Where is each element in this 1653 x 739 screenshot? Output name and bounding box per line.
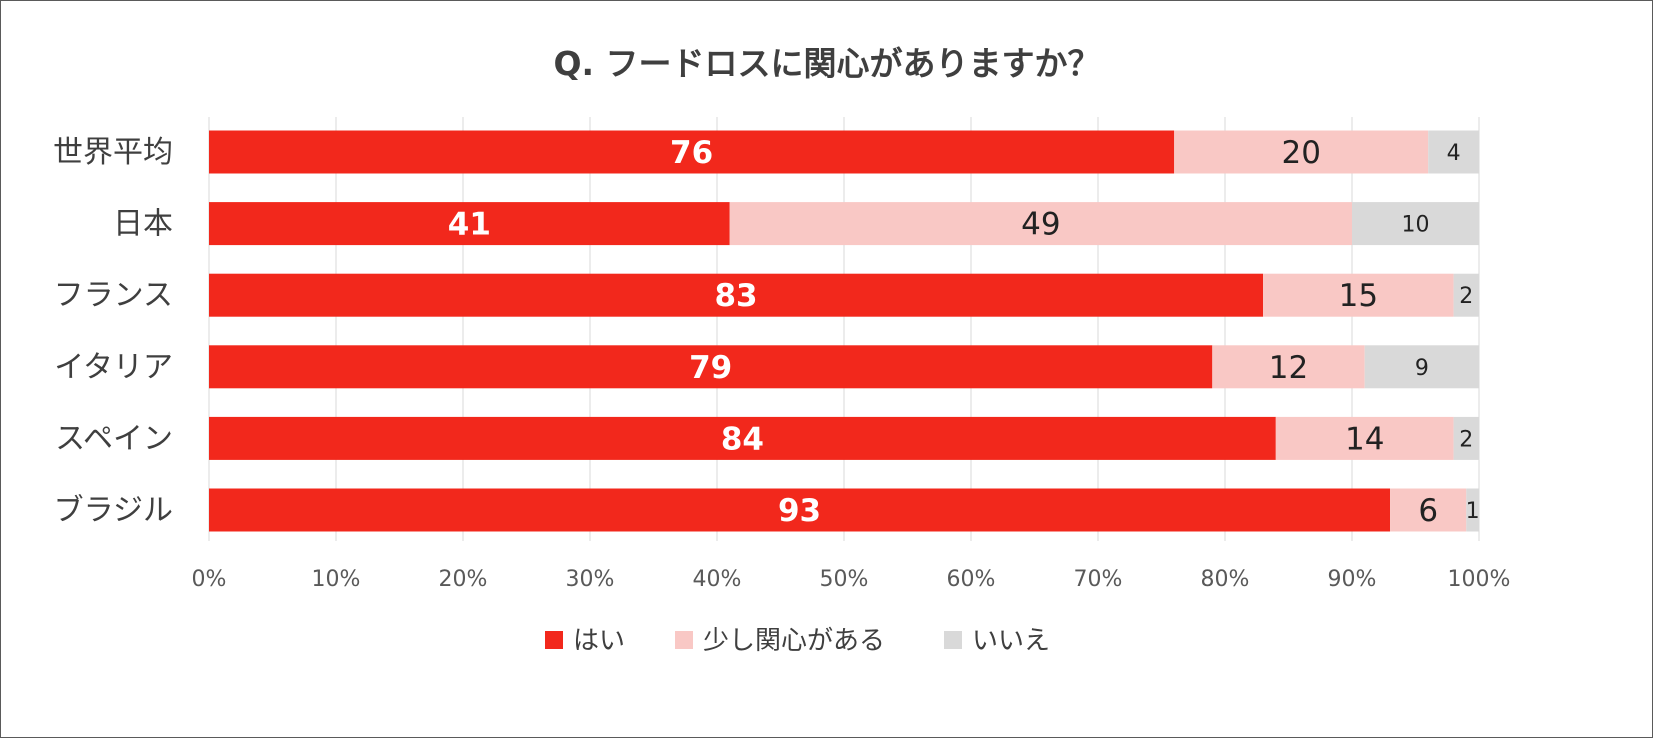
data-label: 6 [1418, 493, 1438, 529]
legend-swatch [545, 631, 563, 649]
bar-segment [209, 202, 730, 246]
bar-segment [1428, 130, 1479, 174]
data-label: 10 [1402, 213, 1430, 238]
category-label: 日本 [113, 207, 173, 242]
legend-label: いいえ [972, 626, 1050, 656]
bars: 76 20 4 41 49 10 83 15 2 79 12 9 84 14 2 93 6 1 [209, 130, 1480, 532]
legend-swatch [675, 631, 693, 649]
data-label: 20 [1281, 135, 1320, 171]
data-label: 93 [778, 493, 821, 529]
data-label: 4 [1447, 141, 1461, 166]
x-tick-label: 70% [1074, 567, 1123, 592]
bar-segment [1352, 202, 1479, 246]
x-tick-label: 0% [192, 567, 227, 592]
category-label: イタリア [54, 350, 173, 385]
data-label: 2 [1459, 427, 1473, 452]
x-tick-label: 40% [693, 567, 742, 592]
bar-segment [1466, 488, 1479, 532]
bar-segment [209, 273, 1264, 317]
legend-swatch [944, 631, 962, 649]
bar-segment [1174, 130, 1429, 174]
data-label: 12 [1269, 350, 1308, 386]
x-tick-label: 10% [312, 567, 361, 592]
x-tick-label: 60% [947, 567, 996, 592]
legend-label: はい [573, 626, 625, 656]
bar-segment [1364, 345, 1479, 389]
bar-segment [209, 130, 1175, 174]
data-label: 14 [1345, 421, 1384, 457]
bar-segment [1453, 273, 1479, 317]
legend: はい 少し関心がある いいえ [545, 626, 1050, 656]
bar-segment [729, 202, 1352, 246]
x-tick-label: 80% [1201, 567, 1250, 592]
x-tick-label: 20% [439, 567, 488, 592]
x-tick-label: 100% [1448, 567, 1511, 592]
bar-segment [1390, 488, 1467, 532]
bar-segment [1263, 273, 1454, 317]
data-label: 83 [714, 278, 757, 314]
bar-segment [209, 488, 1391, 532]
category-label: ブラジル [54, 493, 173, 528]
data-label: 49 [1021, 207, 1060, 243]
x-tick-label: 50% [820, 567, 869, 592]
data-label: 9 [1415, 356, 1429, 381]
x-tick-label: 30% [566, 567, 615, 592]
gridlines [208, 117, 1480, 541]
data-label: 1 [1466, 499, 1480, 524]
legend-label: 少し関心がある [703, 626, 885, 656]
bar-segment [1212, 345, 1365, 389]
bar-segment [209, 416, 1276, 460]
bar-segment [209, 345, 1213, 389]
category-label: フランス [54, 278, 173, 313]
category-label: 世界平均 [53, 135, 173, 170]
chart-title: Q. フードロスに関心がありますか？ [553, 44, 1100, 83]
bar-segment [1275, 416, 1454, 460]
data-label: 76 [670, 135, 713, 171]
data-label: 79 [689, 350, 732, 386]
bar-segment [1453, 416, 1479, 460]
category-label: スペイン [55, 421, 173, 456]
data-label: 41 [448, 207, 491, 243]
data-label: 15 [1339, 278, 1378, 314]
x-tick-label: 90% [1328, 567, 1377, 592]
x-axis-ticks: 0% 10% 20% 30% 40% 50% 60% 70% 80% 90% 100% [192, 567, 1511, 592]
data-label: 84 [721, 421, 764, 457]
data-label: 2 [1459, 284, 1473, 309]
